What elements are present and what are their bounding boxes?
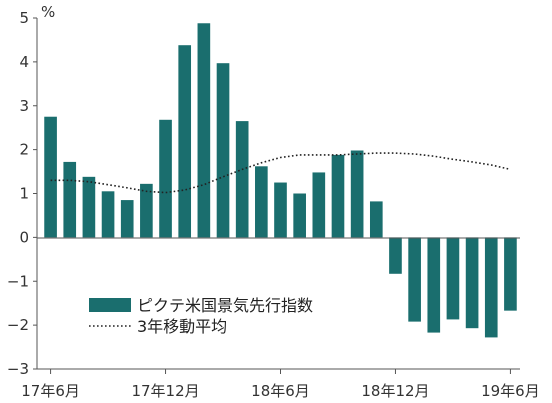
y-tick-label: 5: [19, 9, 29, 27]
bar: [350, 150, 364, 238]
bar-series: [44, 23, 517, 338]
bar: [216, 63, 230, 238]
y-tick-label: 3: [19, 97, 29, 115]
legend-line-label: 3年移動平均: [137, 317, 227, 336]
bar: [331, 154, 345, 238]
x-tick-label: 17年12月: [131, 382, 199, 400]
x-tick-label: 18年6月: [251, 382, 310, 400]
y-tick-label: 4: [19, 53, 29, 71]
legend-bar-swatch: [89, 298, 131, 312]
bar: [255, 166, 268, 238]
bar: [235, 121, 249, 238]
bar: [369, 201, 383, 238]
bar: [465, 237, 479, 329]
bar: [44, 116, 57, 238]
y-tick-label: 1: [19, 185, 29, 203]
bar: [82, 176, 96, 238]
y-tick-label: −3: [7, 360, 29, 378]
moving-average-line: [50, 152, 511, 194]
legend-bar-label: ピクテ米国景気先行指数: [137, 296, 313, 315]
bar: [197, 23, 211, 238]
y-axis-ticks: 5 4 3 2 1 0 −1 −2 −3: [7, 9, 37, 378]
x-tick-label: 18年12月: [361, 382, 429, 400]
y-tick-label: −2: [7, 316, 29, 334]
legend: ピクテ米国景気先行指数 3年移動平均: [89, 296, 313, 336]
bar: [178, 45, 192, 238]
y-tick-label: −1: [7, 272, 29, 290]
bar: [120, 200, 134, 238]
bar: [408, 237, 421, 322]
bar: [274, 182, 287, 238]
bar: [140, 183, 153, 238]
bar: [484, 237, 498, 338]
x-tick-label: 17年6月: [21, 382, 80, 400]
bar: [63, 161, 77, 238]
x-axis-ticks: 17年6月 17年12月 18年6月 18年12月 19年6月: [21, 369, 540, 400]
bar: [504, 237, 517, 311]
bar: [427, 237, 441, 333]
bar: [446, 237, 460, 320]
bar: [312, 172, 326, 238]
x-tick-label: 19年6月: [481, 382, 540, 400]
y-tick-label: 0: [19, 228, 29, 246]
bar: [293, 193, 306, 238]
bar: [159, 119, 172, 238]
bar: [101, 191, 115, 238]
y-unit-label: %: [41, 3, 55, 21]
bar: [389, 237, 402, 274]
y-tick-label: 2: [19, 141, 29, 159]
